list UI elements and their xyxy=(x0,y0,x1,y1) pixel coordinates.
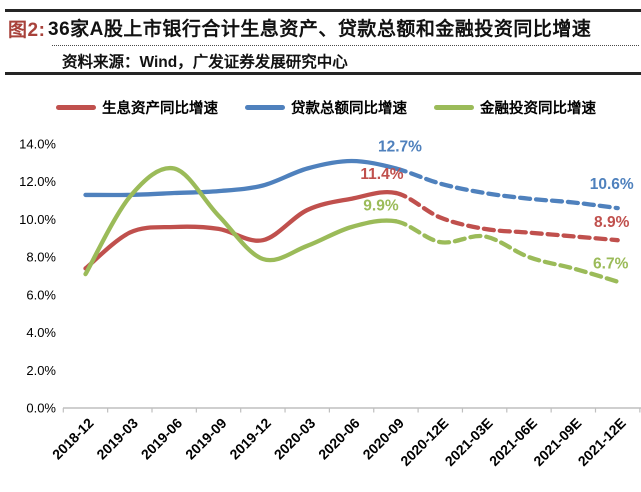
data-label: 6.7% xyxy=(593,256,629,273)
legend-line-swatch xyxy=(245,105,285,110)
legend-label: 生息资产同比增速 xyxy=(102,100,218,117)
data-label: 12.7% xyxy=(378,139,422,156)
x-axis-label: 2020-12E xyxy=(397,415,451,469)
y-axis-label: 4.0% xyxy=(26,325,56,340)
x-axis-label: 2019-12 xyxy=(226,415,274,463)
legend-line-swatch xyxy=(56,105,96,110)
x-axis-label: 2020-06 xyxy=(315,415,363,463)
x-axis-label: 2019-06 xyxy=(138,415,186,463)
x-axis-label: 2021-06E xyxy=(486,415,540,469)
top-rule xyxy=(5,9,641,12)
y-axis-label: 14.0% xyxy=(19,137,56,152)
figure-number-label: 图2: xyxy=(8,20,46,41)
series-line-solid-2 xyxy=(83,165,399,277)
dotted-divider xyxy=(52,45,639,46)
data-label: 8.9% xyxy=(594,214,630,231)
legend-label: 金融投资同比增速 xyxy=(480,100,596,117)
y-axis-label: 6.0% xyxy=(26,287,56,302)
legend-item-2: 金融投资同比增速 xyxy=(434,97,596,118)
series-line-dashed-2 xyxy=(393,219,620,284)
x-axis-label: 2019-09 xyxy=(182,415,230,463)
y-axis-label: 10.0% xyxy=(19,212,56,227)
x-axis-label: 2019-03 xyxy=(93,415,141,463)
data-label: 11.4% xyxy=(360,166,403,183)
mid-rule xyxy=(5,72,641,75)
y-axis-label: 2.0% xyxy=(26,363,56,378)
y-axis-label: 12.0% xyxy=(19,174,56,189)
series-line-dashed-0 xyxy=(393,190,620,243)
data-label: 10.6% xyxy=(590,176,634,193)
x-axis-label: 2021-03E xyxy=(442,415,496,469)
chart-legend: 生息资产同比增速 贷款总额同比增速 金融投资同比增速 xyxy=(56,97,596,118)
figure-title: 36家A股上市银行合计生息资产、贷款总额和金融投资同比增速 xyxy=(48,19,592,40)
x-axis-label: 2018-12 xyxy=(49,415,97,463)
legend-label: 贷款总额同比增速 xyxy=(291,100,407,117)
legend-item-1: 贷款总额同比增速 xyxy=(245,97,407,118)
x-axis-label: 2021-12E xyxy=(575,415,629,469)
x-axis-label: 2020-03 xyxy=(271,415,319,463)
y-axis-label: 0.0% xyxy=(26,401,56,416)
x-axis-label: 2021-09E xyxy=(530,415,584,469)
series-line-solid-0 xyxy=(83,190,399,271)
legend-item-0: 生息资产同比增速 xyxy=(56,97,218,118)
series-line-dashed-1 xyxy=(393,166,620,211)
data-label: 9.9% xyxy=(363,197,399,214)
legend-line-swatch xyxy=(434,105,474,110)
source-text: 资料来源：Wind，广发证券发展研究中心 xyxy=(62,54,348,71)
y-axis-label: 8.0% xyxy=(26,250,56,265)
series-line-solid-1 xyxy=(83,158,399,198)
